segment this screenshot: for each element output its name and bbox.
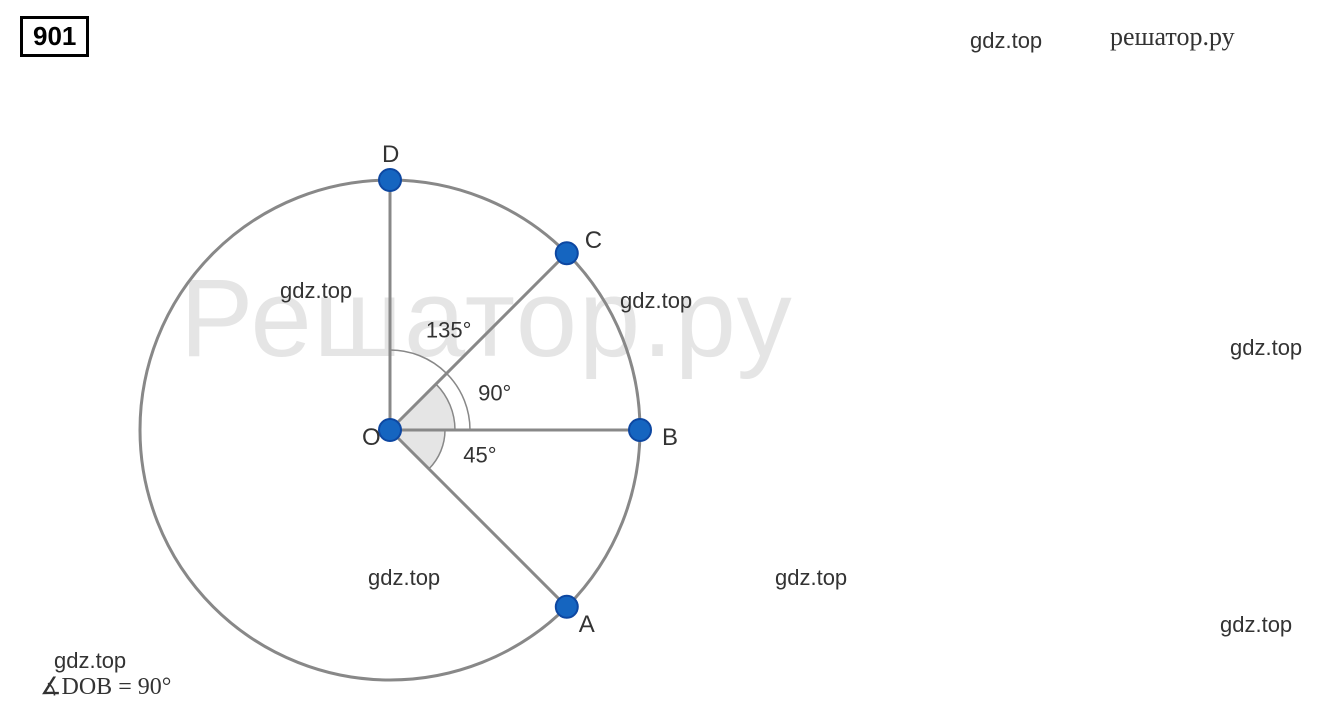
geometry-diagram: 45°90°135°OABCD (120, 120, 660, 690)
diagram-svg: 45° 90° 135° (120, 120, 660, 690)
point-C (556, 242, 578, 264)
angle-label: 45° (463, 443, 496, 468)
angle-equation: ∡DOB = 90° (40, 672, 171, 701)
watermark-gdz: gdz.top (775, 565, 847, 591)
point-label-C: C (585, 227, 602, 255)
angle-label: 90° (478, 380, 511, 405)
point-D (379, 169, 401, 191)
watermark-gdz: gdz.top (54, 648, 126, 674)
point-B (629, 419, 651, 441)
watermark-gdz: gdz.top (970, 28, 1042, 54)
point-label-O: O (362, 424, 381, 452)
problem-number: 901 (20, 16, 89, 57)
watermark-gdz: gdz.top (1230, 335, 1302, 361)
point-label-D: D (382, 141, 399, 169)
point-label-B: B (662, 424, 678, 452)
watermark-gdz: gdz.top (1220, 612, 1292, 638)
watermark-reshator-top: решатор.ру (1110, 22, 1235, 52)
point-A (556, 596, 578, 618)
angle-label: 135° (426, 317, 472, 342)
point-O (379, 419, 401, 441)
point-label-A: A (579, 611, 595, 639)
